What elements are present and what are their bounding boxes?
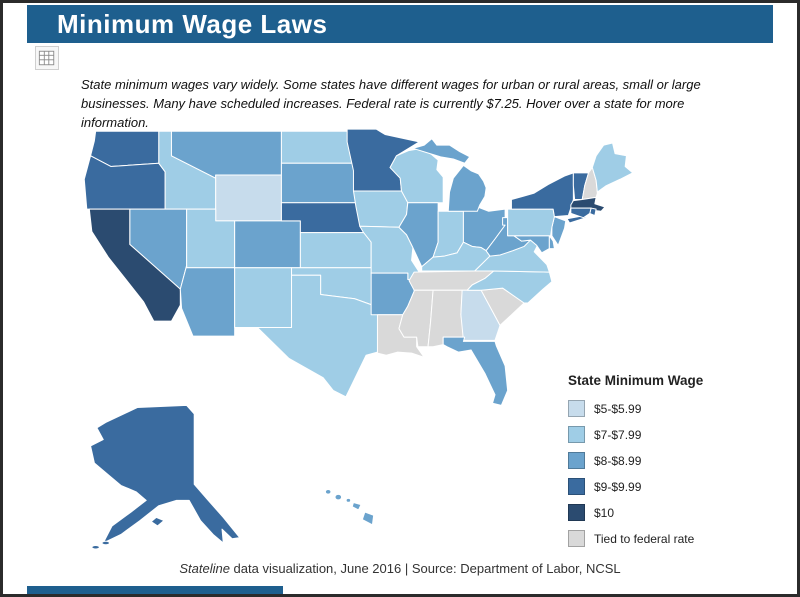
legend-swatch bbox=[568, 530, 585, 547]
legend: State Minimum Wage $5-$5.99 $7-$7.99 $8-$8… bbox=[568, 373, 773, 556]
state-HI-molokai[interactable] bbox=[346, 498, 351, 502]
legend-swatch bbox=[568, 400, 585, 417]
state-SD[interactable] bbox=[281, 163, 357, 202]
state-CT[interactable] bbox=[571, 208, 591, 218]
legend-label: $10 bbox=[594, 505, 615, 520]
legend-label: $8-$8.99 bbox=[594, 453, 642, 468]
state-DE[interactable] bbox=[549, 236, 554, 249]
legend-item[interactable]: $5-$5.99 bbox=[568, 400, 773, 417]
description-text: State minimum wages vary widely. Some st… bbox=[81, 77, 701, 130]
state-KS[interactable] bbox=[300, 233, 371, 268]
state-CA[interactable] bbox=[89, 209, 180, 321]
state-AK-aleutian-island[interactable] bbox=[102, 541, 110, 544]
state-CO[interactable] bbox=[235, 221, 301, 268]
source-caption: Stateline data visualization, June 2016 … bbox=[3, 561, 797, 576]
state-AK-mainland[interactable] bbox=[91, 405, 240, 543]
legend-label: $5-$5.99 bbox=[594, 401, 642, 416]
legend-title: State Minimum Wage bbox=[568, 373, 704, 388]
state-MI-upper-peninsula[interactable] bbox=[413, 139, 470, 164]
state-NJ[interactable] bbox=[552, 217, 566, 246]
legend-label: $7-$7.99 bbox=[594, 427, 642, 442]
state-AK[interactable] bbox=[91, 405, 240, 549]
legend-item[interactable]: $9-$9.99 bbox=[568, 478, 773, 495]
legend-swatch bbox=[568, 504, 585, 521]
us-choropleth-map bbox=[83, 127, 677, 575]
header-bar: Minimum Wage Laws bbox=[27, 5, 773, 43]
state-HI-hawaii[interactable] bbox=[362, 512, 373, 525]
page-title: Minimum Wage Laws bbox=[57, 9, 328, 39]
state-ND[interactable] bbox=[281, 131, 353, 163]
legend-label: $9-$9.99 bbox=[594, 479, 642, 494]
state-HI-maui[interactable] bbox=[352, 502, 361, 509]
state-AK-aleutian-island[interactable] bbox=[92, 546, 100, 549]
legend-item[interactable]: $8-$8.99 bbox=[568, 452, 773, 469]
grid-glyph bbox=[38, 50, 55, 66]
state-FL[interactable] bbox=[443, 337, 507, 405]
footer-brand: Stateline bbox=[179, 561, 230, 576]
state-NM[interactable] bbox=[235, 268, 292, 328]
state-MI-lower-peninsula[interactable] bbox=[448, 165, 486, 211]
legend-swatch bbox=[568, 478, 585, 495]
state-IA[interactable] bbox=[353, 191, 407, 227]
state-HI-kauai[interactable] bbox=[325, 489, 331, 494]
legend-swatch bbox=[568, 452, 585, 469]
legend-label: Tied to federal rate bbox=[594, 531, 695, 546]
state-ME[interactable] bbox=[592, 143, 632, 192]
state-NC[interactable] bbox=[467, 271, 552, 303]
state-AZ[interactable] bbox=[180, 266, 234, 336]
legend-item[interactable]: $7-$7.99 bbox=[568, 426, 773, 443]
map-container: State Minimum Wage $5-$5.99 $7-$7.99 $8-$8… bbox=[83, 127, 797, 561]
state-TX[interactable] bbox=[257, 275, 377, 397]
state-HI-oahu[interactable] bbox=[335, 494, 342, 500]
state-AK-kodiak-island[interactable] bbox=[151, 517, 164, 526]
state-WY[interactable] bbox=[216, 175, 282, 221]
legend-items: $5-$5.99 $7-$7.99 $8-$8.99 $9-$9.99 $10 Tied … bbox=[568, 400, 773, 547]
footer-text: data visualization, June 2016 | Source: … bbox=[229, 561, 621, 576]
state-PA[interactable] bbox=[508, 209, 555, 236]
legend-swatch bbox=[568, 426, 585, 443]
bottom-accent-bar bbox=[27, 586, 283, 594]
data-grid-icon[interactable] bbox=[35, 46, 59, 70]
state-MI[interactable] bbox=[413, 139, 486, 212]
legend-item[interactable]: $10 bbox=[568, 504, 773, 521]
state-HI[interactable] bbox=[325, 489, 373, 524]
legend-item[interactable]: Tied to federal rate bbox=[568, 530, 773, 547]
